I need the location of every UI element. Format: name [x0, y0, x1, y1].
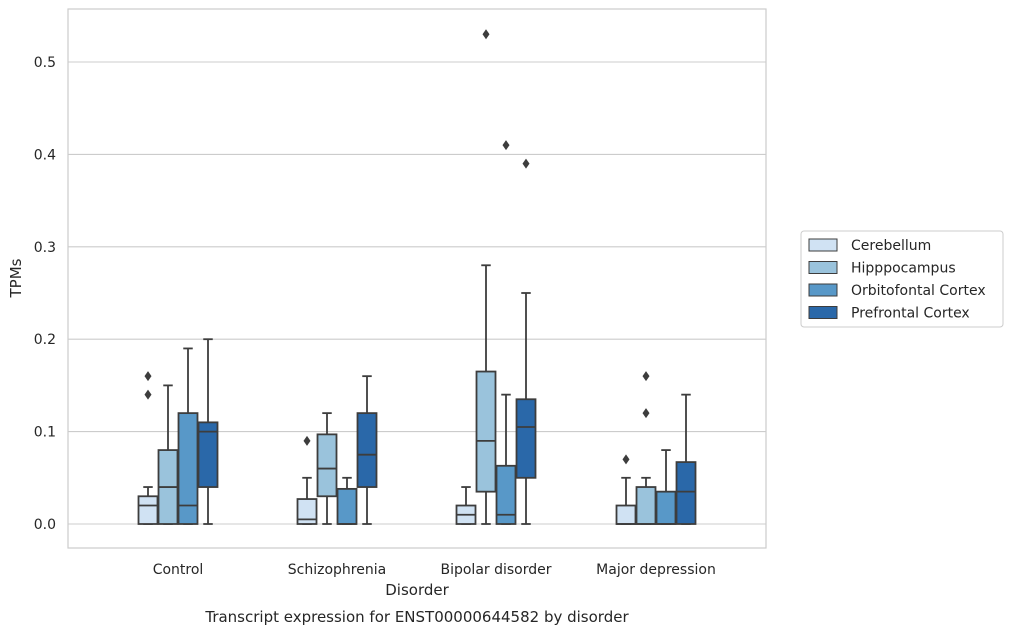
legend-swatch [808, 283, 838, 297]
outlier-point [522, 158, 530, 169]
box-body [475, 370, 497, 493]
legend-frame [800, 230, 1004, 328]
legend-label: Prefrontal Cortex [851, 306, 970, 322]
legend-label: Cerebellum [851, 238, 931, 254]
outlier-point [642, 408, 650, 419]
box-hipppocampus [157, 384, 179, 525]
box-body [336, 487, 358, 525]
box-hipppocampus [475, 29, 497, 525]
box-cerebellum [615, 454, 637, 525]
legend-label: Hipppocampus [851, 261, 956, 277]
plot-area [67, 8, 767, 549]
x-axis-title: Disorder [385, 581, 449, 599]
box-prefrontal-cortex [675, 393, 697, 525]
box-hipppocampus [635, 371, 657, 525]
box-orbitofontal-cortex [495, 140, 517, 525]
x-tick-label: Major depression [596, 562, 716, 578]
box-body [356, 412, 378, 488]
box-cerebellum [296, 435, 318, 525]
y-tick-label: 0.5 [34, 55, 56, 71]
box-plots [137, 29, 697, 525]
box-cerebellum [455, 486, 477, 525]
box-orbitofontal-cortex [177, 347, 199, 525]
x-tick-label: Schizophrenia [288, 562, 386, 578]
box-orbitofontal-cortex [336, 476, 358, 525]
box-body [296, 498, 318, 525]
box-orbitofontal-cortex [655, 449, 677, 525]
box-prefrontal-cortex [356, 375, 378, 525]
box-body [635, 486, 657, 525]
legend: Cerebellum Hipppocampus Orbitofontal Corte… [800, 230, 1004, 328]
outlier-point [144, 389, 152, 400]
box-body [675, 461, 697, 525]
outlier-point [642, 371, 650, 382]
box-prefrontal-cortex [197, 338, 219, 525]
y-tick-label: 0.2 [34, 332, 56, 348]
legend-swatch [808, 261, 838, 274]
box-body [316, 433, 338, 498]
box-body [615, 504, 637, 525]
y-tick-label: 0.4 [34, 147, 56, 163]
chart-caption: Transcript expression for ENST0000064458… [204, 608, 629, 626]
outlier-point [303, 435, 311, 446]
box-body [515, 398, 537, 479]
outlier-point [144, 371, 152, 382]
legend-swatch [808, 306, 838, 319]
x-tick-label: Bipolar disorder [440, 562, 551, 578]
box-body [197, 421, 219, 488]
legend-swatch [808, 238, 838, 252]
box-body [137, 495, 159, 525]
box-cerebellum [137, 371, 159, 525]
y-tick-label: 0.0 [34, 517, 56, 533]
box-body [495, 464, 517, 525]
legend-label: Orbitofontal Cortex [851, 283, 986, 299]
y-tick-label: 0.3 [34, 240, 56, 256]
box-prefrontal-cortex [515, 158, 537, 525]
x-axis-ticks: Control Schizophrenia Bipolar disorder Majo… [153, 562, 716, 578]
x-tick-label: Control [153, 562, 204, 578]
box-body [177, 412, 199, 525]
outlier-point [622, 454, 630, 465]
y-axis-ticks: 0.0 0.1 0.2 0.3 0.4 0.5 [34, 55, 56, 533]
y-tick-label: 0.1 [34, 425, 56, 441]
box-body [655, 490, 677, 525]
y-axis-title: TPMs [7, 258, 25, 298]
outlier-point [482, 29, 490, 40]
outlier-point [502, 140, 510, 151]
box-hipppocampus [316, 412, 338, 525]
